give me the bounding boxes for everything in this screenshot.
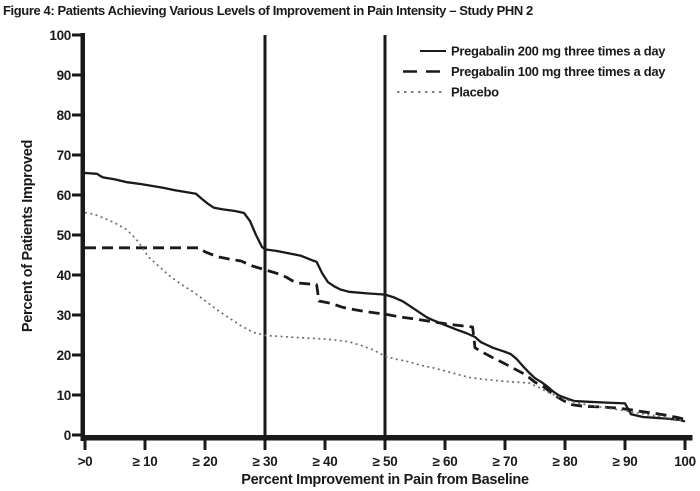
- x-tick-label: ≥ 30: [253, 454, 278, 469]
- x-tick-label: ≥ 20: [193, 454, 218, 469]
- x-tick-label: ≥ 10: [133, 454, 158, 469]
- x-tick-label: ≥ 80: [553, 454, 578, 469]
- series-line-pregabalin-100: [85, 246, 686, 421]
- y-tick-label: 40: [57, 268, 71, 283]
- y-tick-label: 0: [64, 428, 71, 443]
- y-tick-label: 50: [57, 228, 71, 243]
- y-tick-label: 100: [49, 28, 71, 43]
- series-line-pregabalin-200: [84, 171, 686, 423]
- figure-title: Figure 4: Patients Achieving Various Lev…: [3, 3, 533, 18]
- y-tick-label: 70: [57, 148, 71, 163]
- reference-line-30: [263, 35, 267, 435]
- x-tick-label: ≥ 60: [433, 454, 458, 469]
- y-axis-title: Percent of Patients Improved: [20, 140, 36, 332]
- y-axis-line: [80, 33, 85, 441]
- x-tick-label: 100: [674, 454, 696, 469]
- legend-label-pregabalin-100: Pregabalin 100 mg three times a day: [451, 64, 666, 79]
- x-tick-label: ≥ 90: [613, 454, 638, 469]
- x-tick-label: ≥ 50: [373, 454, 398, 469]
- reference-line-50: [383, 35, 387, 435]
- x-axis-title: Percent Improvement in Pain from Baselin…: [241, 472, 529, 488]
- y-tick-label: 20: [57, 348, 71, 363]
- y-tick-label: 10: [57, 388, 71, 403]
- x-tick-label: ≥ 70: [493, 454, 518, 469]
- x-axis-line: [80, 435, 693, 441]
- y-tick-label: 60: [57, 188, 71, 203]
- legend-label-pregabalin-200: Pregabalin 200 mg three times a day: [451, 44, 666, 59]
- y-tick-label: 30: [57, 308, 71, 323]
- legend-label-placebo: Placebo: [451, 85, 499, 100]
- x-tick-label: >0: [78, 454, 93, 469]
- y-tick-label: 90: [57, 68, 71, 83]
- series-line-placebo: [84, 211, 686, 422]
- y-tick-label: 80: [57, 108, 71, 123]
- x-tick-label: ≥ 40: [313, 454, 338, 469]
